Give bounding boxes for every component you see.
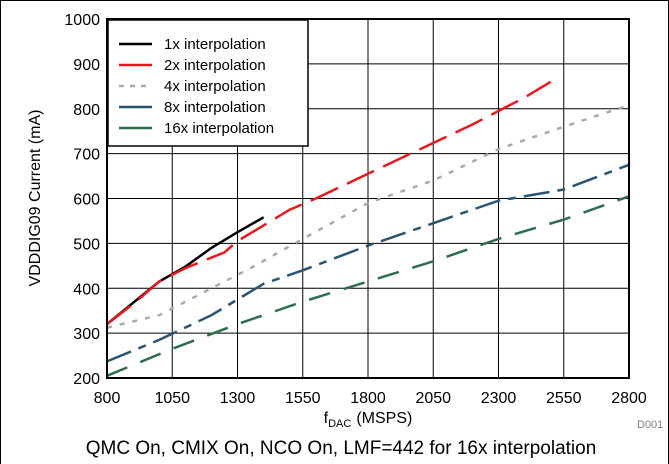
y-tick-label: 200 <box>73 371 100 388</box>
y-tick-label: 700 <box>73 147 100 164</box>
x-tick-labels: 800 1050 1300 1550 1800 2050 2300 2550 2800 <box>94 390 647 407</box>
x-tick-label: 1300 <box>220 390 256 407</box>
series-line-2 <box>106 80 552 326</box>
x-tick-label: 2800 <box>611 390 647 407</box>
x-axis-title-unit: (MSPS) <box>356 410 412 427</box>
plot-border <box>106 18 630 379</box>
legend-label: 1x interpolation <box>164 36 266 53</box>
x-tick-label: 1050 <box>154 390 190 407</box>
x-axis-title-main: f <box>324 410 329 427</box>
series-line-4 <box>106 163 630 363</box>
y-tick-label: 600 <box>73 192 100 209</box>
legend-label: 2x interpolation <box>164 57 266 74</box>
x-tick-label: 2050 <box>415 390 451 407</box>
y-tick-label: 400 <box>73 281 100 298</box>
y-tick-label: 500 <box>73 236 100 253</box>
legend-label: 16x interpolation <box>164 120 274 137</box>
x-tick-label: 800 <box>94 390 121 407</box>
y-tick-label: 800 <box>73 102 100 119</box>
figure-code: D001 <box>637 419 663 431</box>
y-axis-title: VDDDIG09 Current (mA) <box>27 110 44 287</box>
series-line-5 <box>106 195 630 377</box>
legend-label: 4x interpolation <box>164 78 266 95</box>
legend: 1x interpolation 2x interpolation 4x inter… <box>107 19 309 147</box>
y-tick-labels: 200 300 400 500 600 700 800 900 1000 <box>64 12 100 388</box>
x-tick-label: 1550 <box>285 390 321 407</box>
x-tick-label: 2300 <box>481 390 517 407</box>
x-axis-title: fDAC (MSPS) <box>324 410 413 430</box>
y-tick-label: 300 <box>73 326 100 343</box>
x-tick-label: 2550 <box>546 390 582 407</box>
caption: QMC On, CMIX On, NCO On, LMF=442 for 16x… <box>86 438 597 459</box>
legend-box <box>107 19 309 147</box>
y-tick-label: 1000 <box>64 12 100 29</box>
legend-label: 8x interpolation <box>164 99 266 116</box>
x-axis-title-subscript: DAC <box>328 418 351 430</box>
series-line-1 <box>106 216 265 326</box>
series-lines <box>106 80 630 377</box>
y-tick-label: 900 <box>73 57 100 74</box>
x-tick-label: 1800 <box>350 390 386 407</box>
